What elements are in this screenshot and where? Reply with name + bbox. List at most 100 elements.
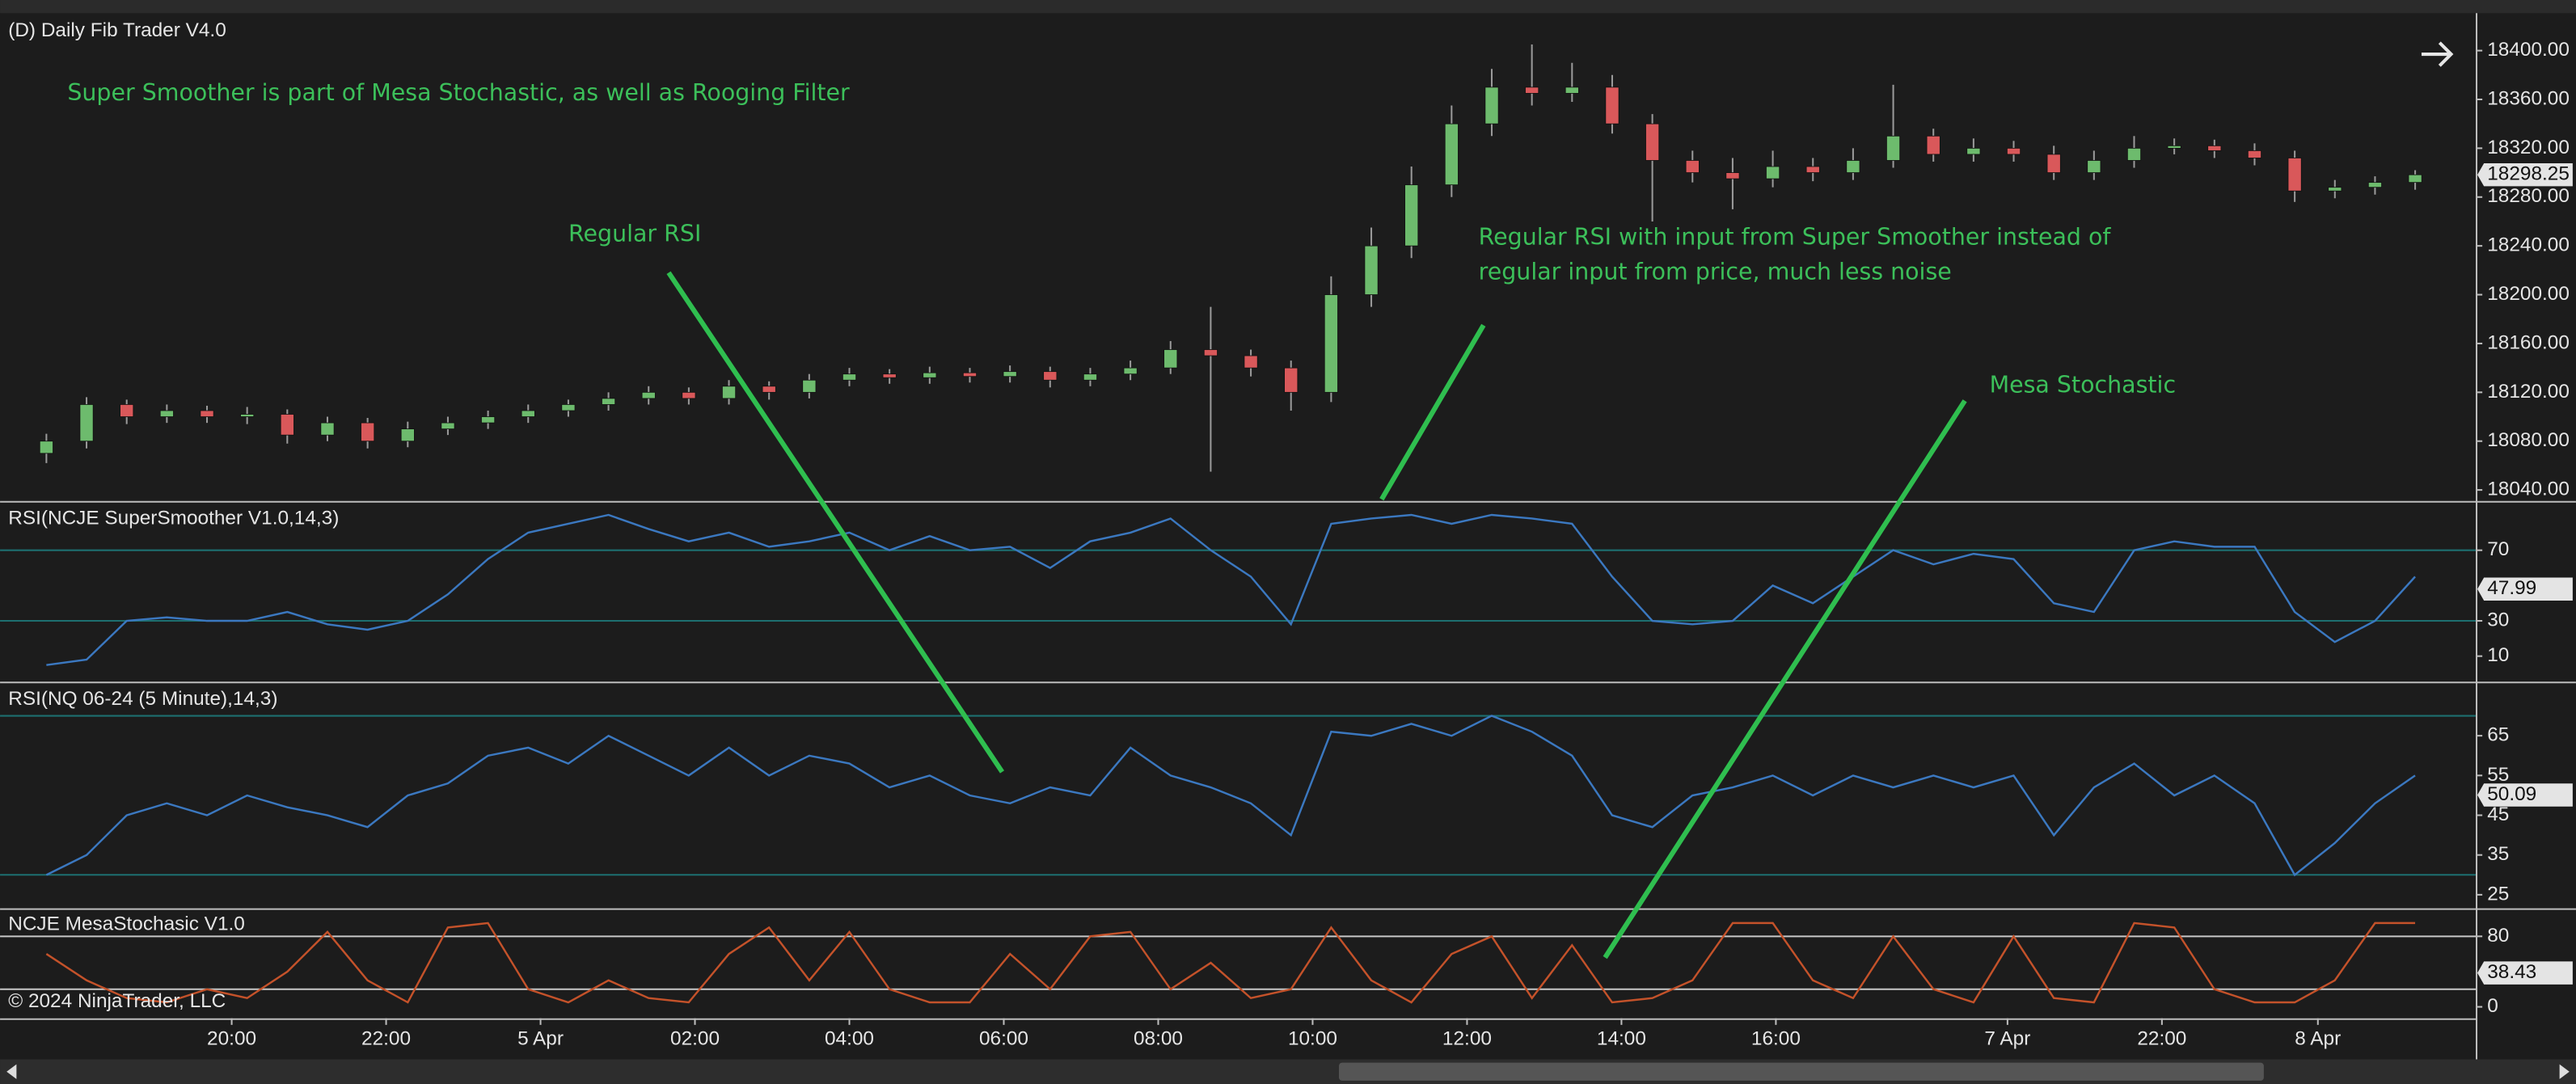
- y-tick-label: 18320.00: [2487, 137, 2570, 158]
- y-tick-label: 18240.00: [2487, 234, 2570, 256]
- x-tick-label: 14:00: [1597, 1028, 1646, 1050]
- panel-title: RSI(NCJE SuperSmoother V1.0,14,3): [8, 507, 339, 529]
- y-tick-label: 18080.00: [2487, 429, 2570, 451]
- y-tick-label: 18160.00: [2487, 331, 2570, 353]
- panel: 18040.00 18080.00 18120.00 18160.00 18200.00…: [39, 39, 2573, 500]
- y-tick-label: 18400.00: [2487, 39, 2570, 61]
- scroll-right[interactable]: [2559, 1064, 2570, 1079]
- candle-body: [641, 391, 656, 399]
- copyright: © 2024 NinjaTrader, LLC: [8, 990, 226, 1012]
- candle-body: [120, 404, 134, 417]
- candle-body: [722, 386, 737, 399]
- annotations: Super Smoother is part of Mesa Stochasti…: [67, 79, 2177, 960]
- x-tick-label: 8 Apr: [2295, 1028, 2341, 1050]
- candle-body: [2207, 145, 2222, 151]
- last-value-tag: [2477, 783, 2573, 807]
- candle-body: [1685, 160, 1700, 173]
- series: [45, 922, 2416, 1004]
- scrollbar-thumb[interactable]: [1338, 1062, 2264, 1081]
- indicator-line: [45, 715, 2416, 877]
- candle-body: [2087, 160, 2101, 173]
- candle-body: [1364, 245, 1379, 295]
- candle-body: [1404, 184, 1419, 247]
- y-tick-label: 18120.00: [2487, 381, 2570, 403]
- x-tick-label: 02:00: [670, 1028, 720, 1050]
- last-value-tag: [2477, 577, 2573, 601]
- x-tick-label: 12:00: [1442, 1028, 1492, 1050]
- candle-body: [2408, 174, 2422, 183]
- candle-body: [2126, 147, 2142, 161]
- candle-body: [1886, 135, 1901, 161]
- series: [39, 44, 2422, 472]
- scroll-left[interactable]: [6, 1064, 17, 1079]
- chart-title: (D) Daily Fib Trader V4.0: [8, 19, 226, 41]
- y-tick-label: 30: [2487, 609, 2509, 631]
- candle-body: [79, 404, 94, 442]
- annotation: regular input from price, much less nois…: [1479, 258, 1952, 285]
- candle-body: [842, 373, 857, 381]
- candle-body: [1805, 166, 1820, 173]
- panel-title: RSI(NQ 06-24 (5 Minute),14,3): [8, 688, 277, 710]
- candle-body: [2006, 147, 2021, 155]
- candle-body: [2046, 154, 2061, 173]
- candle-body: [802, 379, 817, 393]
- annotation-arrow: [666, 271, 1004, 774]
- candle-body: [39, 441, 53, 454]
- arrow-head: [2438, 41, 2454, 67]
- top-bar: [0, 0, 2576, 14]
- y-tick-label: 18040.00: [2487, 479, 2570, 500]
- candle-body: [400, 428, 415, 442]
- candle-body: [1605, 86, 1620, 124]
- x-tick-label: 16:00: [1751, 1028, 1801, 1050]
- candle-body: [962, 372, 978, 378]
- candle-body: [320, 422, 335, 436]
- panel: NCJE MesaStochasic V1.0 0 80 38.43 20:00 22:0…: [0, 913, 2573, 1050]
- candle-body: [521, 410, 535, 417]
- annotation: Mesa Stochastic: [1990, 371, 2177, 398]
- indicator-line: [45, 922, 2416, 1004]
- y-tick-label: 18200.00: [2487, 283, 2570, 305]
- candle-body: [361, 422, 375, 442]
- candle-body: [1766, 166, 1780, 179]
- candle-body: [1324, 294, 1338, 393]
- panel-title: NCJE MesaStochasic V1.0: [8, 913, 245, 934]
- panel: RSI(NCJE SuperSmoother V1.0,14,3) 10 30 70 4…: [0, 507, 2573, 666]
- last-value-tag: [2477, 162, 2573, 187]
- candle-body: [1163, 349, 1178, 369]
- candle-body: [1244, 355, 1258, 369]
- candle-body: [2367, 182, 2382, 188]
- last-value-label: 47.99: [2487, 577, 2536, 599]
- plots: 18040.00 18080.00 18120.00 18160.00 18200.00…: [0, 39, 2573, 1050]
- candle-body: [1966, 147, 1981, 155]
- series: [45, 715, 2416, 877]
- candle-body: [1203, 349, 1218, 356]
- last-value-tag: [2477, 961, 2573, 985]
- candle-body: [2247, 150, 2261, 158]
- x-tick-label: 20:00: [207, 1028, 256, 1050]
- candle-body: [682, 391, 696, 399]
- candle-body: [1284, 367, 1299, 393]
- candle-body: [762, 386, 776, 393]
- candle-body: [882, 373, 897, 378]
- candle-body: [1484, 86, 1499, 124]
- candle-body: [1123, 367, 1138, 375]
- y-tick-label: 18280.00: [2487, 185, 2570, 207]
- candle-body: [1725, 172, 1740, 179]
- annotation: Regular RSI: [568, 221, 701, 247]
- x-tick-label: 06:00: [979, 1028, 1028, 1050]
- x-tick-label: 10:00: [1288, 1028, 1337, 1050]
- y-tick-label: 18360.00: [2487, 87, 2570, 109]
- y-tick-label: 35: [2487, 843, 2509, 865]
- y-tick-label: 65: [2487, 724, 2509, 746]
- candle-body: [1083, 373, 1097, 381]
- candle-body: [923, 372, 937, 378]
- x-tick-label: 22:00: [2137, 1028, 2186, 1050]
- candle-body: [1043, 371, 1058, 381]
- navigate-arrow[interactable]: [2421, 41, 2454, 67]
- y-tick-label: 70: [2487, 538, 2509, 560]
- y-tick-label: 80: [2487, 925, 2509, 947]
- candle-body: [1003, 371, 1017, 378]
- y-tick-label: 45: [2487, 804, 2509, 825]
- x-tick-label: 7 Apr: [1984, 1028, 2030, 1050]
